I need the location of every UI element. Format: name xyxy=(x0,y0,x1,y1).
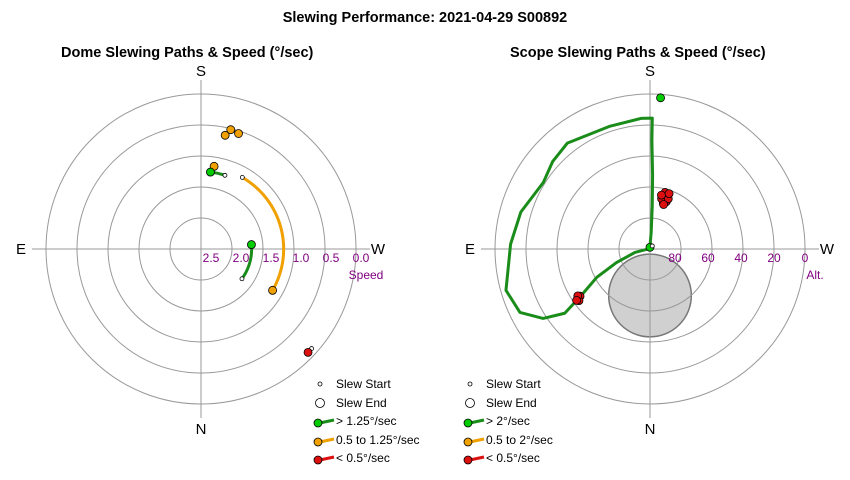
dome-legend-slow: < 0.5°/sec xyxy=(310,449,420,468)
scope-legend-slow-symbol xyxy=(460,451,486,465)
scope-slew-path xyxy=(504,116,655,320)
scope-legend-fast-symbol xyxy=(460,414,486,428)
scope-legend-start: Slew Start xyxy=(460,375,553,394)
scope-legend: Slew Start Slew End > 2°/sec 0.5 to 2°/sec <… xyxy=(460,375,553,468)
scope-dir-right: W xyxy=(820,241,835,258)
dome-legend-medium: 0.5 to 1.25°/sec xyxy=(310,431,420,450)
scope-legend-end: Slew End xyxy=(460,394,553,413)
dome-legend-medium-symbol xyxy=(310,433,336,447)
scope-legend-medium: 0.5 to 2°/sec xyxy=(460,431,553,450)
scope-dir-bottom: N xyxy=(645,421,656,438)
page-title: Slewing Performance: 2021-04-29 S00892 xyxy=(282,10,568,26)
dome-legend-fast: > 1.25°/sec xyxy=(310,412,420,431)
dome-legend-end-label: Slew End xyxy=(336,395,387,410)
dome-legend-start: Slew Start xyxy=(310,375,420,394)
dome-radial-axis-label: Speed xyxy=(349,268,384,282)
dome-slew-start xyxy=(222,172,228,178)
scope-legend-start-label: Slew Start xyxy=(486,377,541,392)
dome-legend-start-label: Slew Start xyxy=(336,377,391,392)
dome-dir-left: E xyxy=(16,241,26,258)
dome-dir-right: W xyxy=(371,241,386,258)
scope-slow-point xyxy=(664,189,674,199)
dome-polar-grid: S N E W 2.5 2.0 1.5 1.0 0.5 0.0 Speed xyxy=(16,63,386,438)
dome-slew-end xyxy=(206,167,215,177)
scope-legend-end-label: Slew End xyxy=(486,395,537,410)
scope-legend-start-symbol xyxy=(460,377,486,391)
dome-legend: Slew Start Slew End > 1.25°/sec 0.5 to 1.25… xyxy=(310,375,420,468)
scope-radial-tick-label: 40 xyxy=(734,251,748,265)
scope-slow-point xyxy=(659,200,668,209)
dome-slew-path xyxy=(241,176,286,292)
scope-slow-point xyxy=(572,295,582,305)
dome-dir-top: S xyxy=(196,63,206,80)
dome-legend-slow-symbol xyxy=(310,451,336,465)
dome-panel-title: Dome Slewing Paths & Speed (°/sec) xyxy=(61,45,314,61)
scope-legend-medium-label: 0.5 to 2°/sec xyxy=(486,432,553,447)
scope-slow-point xyxy=(657,190,666,200)
dome-legend-start-symbol xyxy=(310,377,336,391)
scope-legend-medium-symbol xyxy=(460,433,486,447)
scope-polar-grid: S N E W 80 60 40 20 0 Alt. xyxy=(465,63,835,438)
scope-legend-end-symbol xyxy=(460,396,486,410)
dome-slew-end xyxy=(247,240,256,249)
dome-radial-tick-label: 2.0 xyxy=(233,251,250,265)
dome-legend-end: Slew End xyxy=(310,394,420,413)
dome-legend-end-symbol xyxy=(310,396,336,410)
dome-slew-end xyxy=(220,130,230,140)
scope-slew-start xyxy=(649,243,655,249)
scope-radial-tick-label: 20 xyxy=(767,251,781,265)
dome-slew-start xyxy=(239,175,245,180)
dome-legend-fast-symbol xyxy=(310,414,336,428)
scope-legend-fast: > 2°/sec xyxy=(460,412,553,431)
dome-radial-tick-label: 2.5 xyxy=(203,251,220,265)
scope-radial-tick-label: 60 xyxy=(701,251,715,265)
dome-slew-end xyxy=(268,285,277,295)
scope-dir-left: E xyxy=(465,241,475,258)
scope-radial-tick-label: 0 xyxy=(802,251,809,265)
dome-slew-path xyxy=(240,244,254,280)
dome-radial-tick-label: 0.0 xyxy=(353,251,370,265)
scope-radial-axis-label: Alt. xyxy=(806,268,823,282)
scope-dir-top: S xyxy=(645,63,655,80)
dome-legend-fast-label: > 1.25°/sec xyxy=(336,414,397,429)
scope-radial-tick-label: 80 xyxy=(668,251,682,265)
dome-radial-tick-label: 0.5 xyxy=(323,251,340,265)
dome-slew-end xyxy=(226,125,236,135)
dome-slew-end xyxy=(234,129,243,138)
scope-legend-fast-label: > 2°/sec xyxy=(486,414,530,429)
dome-legend-slow-label: < 0.5°/sec xyxy=(336,451,390,466)
scope-legend-slow: < 0.5°/sec xyxy=(460,449,553,468)
dome-dir-bottom: N xyxy=(196,421,207,438)
scope-panel-title: Scope Slewing Paths & Speed (°/sec) xyxy=(510,45,766,61)
dome-slew-end xyxy=(303,347,313,357)
scope-legend-slow-label: < 0.5°/sec xyxy=(486,451,540,466)
dome-legend-medium-label: 0.5 to 1.25°/sec xyxy=(336,432,420,447)
dome-radial-tick-label: 1.5 xyxy=(263,251,280,265)
dome-slew-start xyxy=(239,276,245,282)
dome-radial-tick-label: 1.0 xyxy=(293,251,310,265)
scope-fast-point xyxy=(656,93,665,103)
